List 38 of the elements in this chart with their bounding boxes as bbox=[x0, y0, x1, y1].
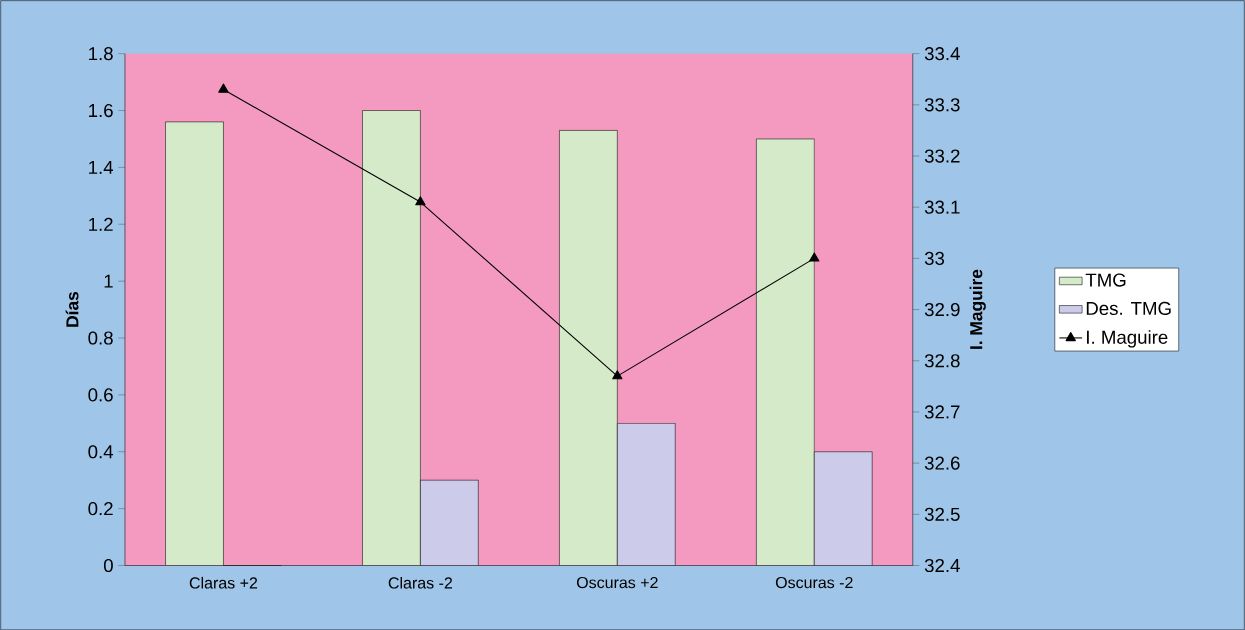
y-tick-label: 0.2 bbox=[88, 501, 113, 516]
point bbox=[612, 370, 623, 380]
bar bbox=[165, 121, 224, 566]
x-tick-label: Oscuras -2 bbox=[775, 576, 853, 588]
y-tick-label: 0.4 bbox=[88, 444, 114, 459]
y-tick-label: 0 bbox=[103, 558, 113, 572]
y-tick-label: 1.2 bbox=[89, 217, 113, 231]
x-tick-label: Claras -2 bbox=[388, 576, 453, 589]
y2-tick-label: 33.3 bbox=[924, 97, 960, 112]
y2-tick-label: 32.5 bbox=[924, 507, 960, 521]
point bbox=[809, 252, 820, 262]
y2-tick-label: 33.1 bbox=[924, 200, 960, 214]
y-tick-label: 1.6 bbox=[89, 103, 113, 117]
y-tick-label: 1 bbox=[104, 274, 113, 288]
y2-tick-label: 32.4 bbox=[924, 558, 960, 572]
x-tick-label: Claras +2 bbox=[189, 576, 258, 589]
y2-tick-label: 32.8 bbox=[924, 353, 960, 368]
y-tick-label: 0.8 bbox=[88, 331, 113, 345]
y2-tick-label: 33 bbox=[924, 251, 945, 265]
y-tick-label: 1.4 bbox=[89, 160, 114, 174]
y-tick-label: 1.8 bbox=[89, 46, 113, 61]
x-tick-label: Oscuras +2 bbox=[576, 576, 658, 588]
legend-label: Des. TMG bbox=[1086, 301, 1171, 315]
y2-tick-label: 32.7 bbox=[924, 405, 960, 419]
y2-tick-label: 32.9 bbox=[924, 302, 960, 316]
legend-label: I. Maguire bbox=[1087, 329, 1168, 348]
legend-label: TMG bbox=[1085, 273, 1126, 287]
y2-tick-label: 32.6 bbox=[924, 456, 960, 470]
point bbox=[218, 83, 229, 93]
y-axis-title: Días bbox=[65, 291, 79, 327]
bar bbox=[420, 479, 479, 566]
y-tick-label: 0.6 bbox=[88, 388, 113, 402]
y2-tick-label: 33.4 bbox=[924, 46, 960, 61]
bar bbox=[617, 423, 676, 566]
point bbox=[415, 195, 426, 206]
bar bbox=[814, 451, 873, 566]
y2-axis-title: I. Maguire bbox=[969, 269, 986, 349]
y2-tick-label: 33.2 bbox=[924, 149, 960, 163]
